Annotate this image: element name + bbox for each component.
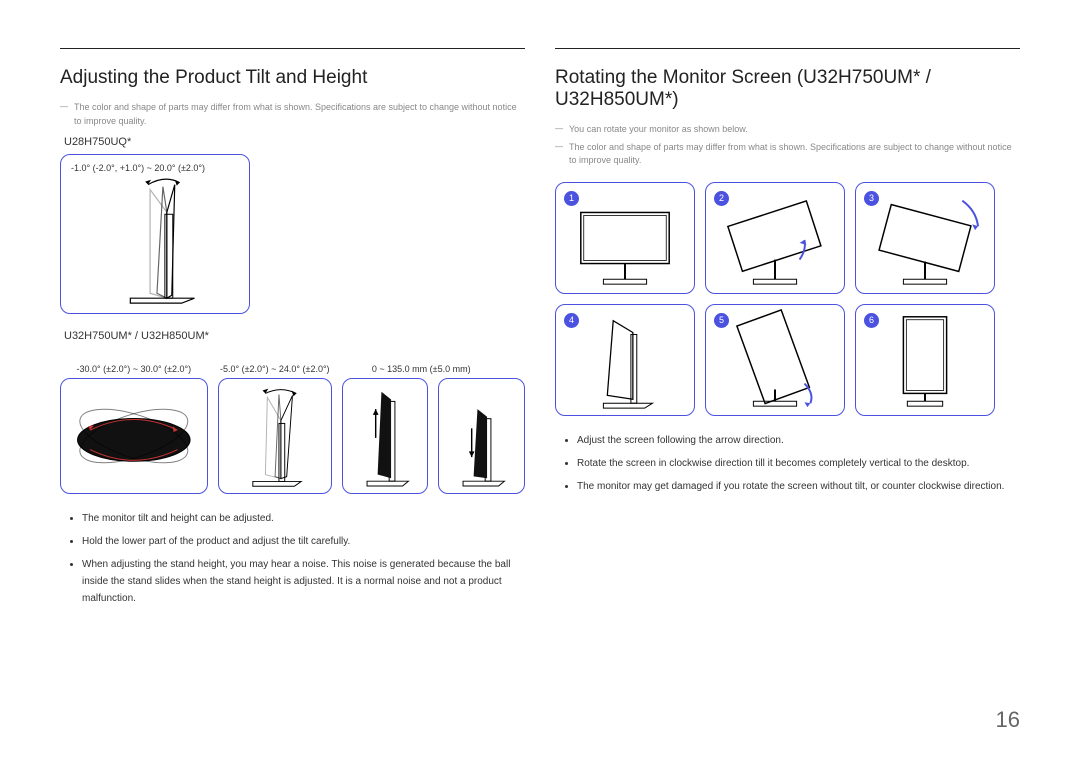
tilt-svg: [219, 379, 331, 493]
left-title: Adjusting the Product Tilt and Height: [60, 67, 525, 89]
left-bullets: The monitor tilt and height can be adjus…: [60, 510, 525, 607]
rot-svg-3: [856, 183, 994, 293]
left-bullet-1: The monitor tilt and height can be adjus…: [82, 510, 525, 527]
model2-labels-row: -30.0° (±2.0°) ~ 30.0° (±2.0°) -5.0° (±2…: [60, 348, 525, 378]
rotation-step-2: 2: [705, 182, 845, 294]
rot-svg-6: [856, 305, 994, 415]
left-footnote: The color and shape of parts may differ …: [60, 101, 525, 128]
right-footnote-1: You can rotate your monitor as shown bel…: [555, 123, 1020, 137]
swivel-diagram: [60, 378, 208, 494]
rot-svg-2: [706, 183, 844, 293]
height-diagram-up: [342, 378, 429, 494]
page-number: 16: [996, 707, 1020, 733]
right-bullet-2: Rotate the screen in clockwise direction…: [577, 455, 1020, 472]
right-bullets: Adjust the screen following the arrow di…: [555, 432, 1020, 495]
right-bullet-3: The monitor may get damaged if you rotat…: [577, 478, 1020, 495]
height-up-svg: [343, 379, 428, 493]
right-footnote-2: The color and shape of parts may differ …: [555, 141, 1020, 168]
section-rule: [60, 48, 525, 49]
left-column: Adjusting the Product Tilt and Height Th…: [60, 48, 525, 613]
right-column: Rotating the Monitor Screen (U32H750UM* …: [555, 48, 1020, 613]
tilt-diagram-model1: -1.0° (-2.0°, +1.0°) ~ 20.0° (±2.0°): [60, 154, 250, 314]
model1-label: U28H750UQ*: [64, 136, 525, 148]
height-diagram-down: [438, 378, 525, 494]
rotation-step-5: 5: [705, 304, 845, 416]
rotation-step-3: 3: [855, 182, 995, 294]
rotation-grid: 1 2: [555, 182, 1020, 416]
rot-svg-1: [556, 183, 694, 293]
height-down-svg: [439, 379, 524, 493]
swivel-range-label: -30.0° (±2.0°) ~ 30.0° (±2.0°): [60, 364, 208, 374]
model2-diagrams-row: [60, 378, 525, 494]
page-columns: Adjusting the Product Tilt and Height Th…: [60, 48, 1020, 613]
right-bullet-1: Adjust the screen following the arrow di…: [577, 432, 1020, 449]
swivel-svg: [61, 379, 207, 493]
tilt-diagram: [218, 378, 332, 494]
rotation-step-1: 1: [555, 182, 695, 294]
tilt-range-label: -5.0° (±2.0°) ~ 24.0° (±2.0°): [218, 364, 332, 374]
rot-svg-4: [556, 305, 694, 415]
tilt-svg-1: [61, 155, 249, 313]
rotation-step-6: 6: [855, 304, 995, 416]
model2-label: U32H750UM* / U32H850UM*: [64, 330, 525, 342]
left-bullet-2: Hold the lower part of the product and a…: [82, 533, 525, 550]
left-bullet-3: When adjusting the stand height, you may…: [82, 556, 525, 607]
height-range-label: 0 ~ 135.0 mm (±5.0 mm): [342, 364, 525, 374]
section-rule-right: [555, 48, 1020, 49]
rotation-step-4: 4: [555, 304, 695, 416]
right-title: Rotating the Monitor Screen (U32H750UM* …: [555, 67, 1020, 111]
rot-svg-5: [706, 305, 844, 415]
